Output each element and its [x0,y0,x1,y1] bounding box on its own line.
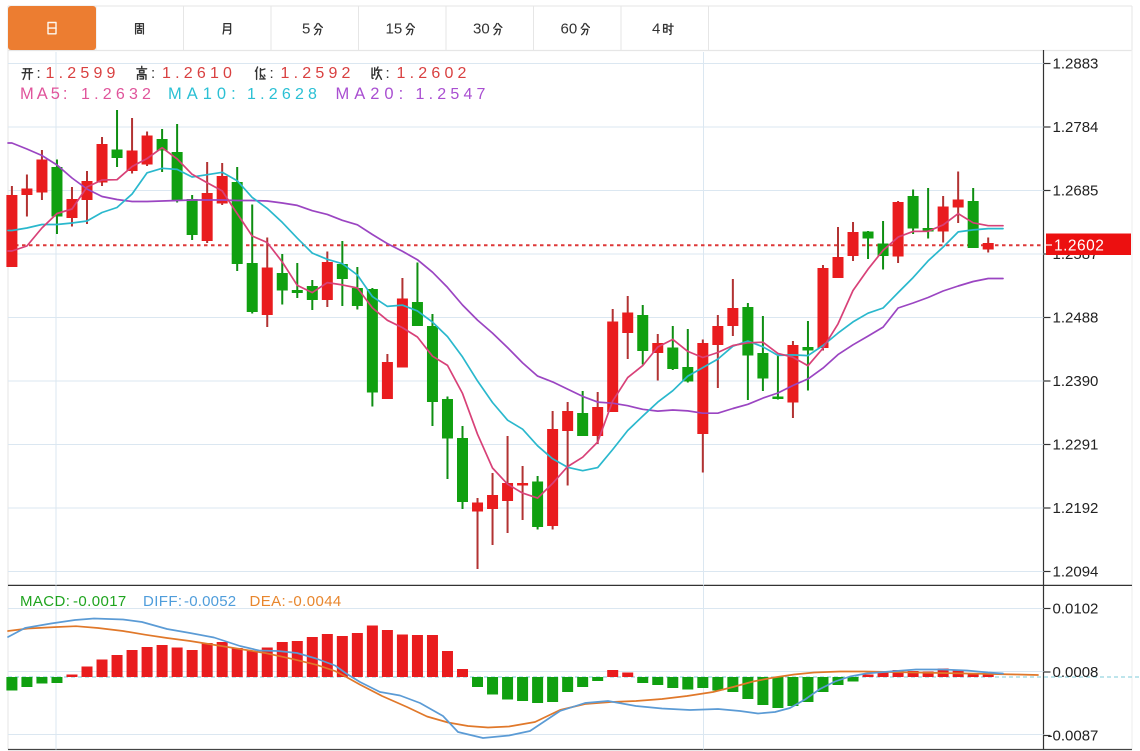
svg-text::: : [151,65,155,82]
svg-text:1.2192: 1.2192 [1053,500,1099,517]
svg-text:MACD:: MACD: [20,593,70,610]
svg-text::: : [386,65,390,82]
svg-text:MA20:: MA20: [336,85,409,103]
svg-text:1.2599: 1.2599 [46,65,120,82]
svg-text:60: 60 [561,21,578,38]
svg-text:DEA:: DEA: [250,593,287,610]
svg-text:1.2628: 1.2628 [247,86,321,103]
svg-text:1.2291: 1.2291 [1053,437,1099,454]
svg-text:1.2883: 1.2883 [1053,56,1099,73]
svg-text:MA5:: MA5: [20,85,71,103]
svg-text:-0.0052: -0.0052 [184,593,236,610]
svg-text::: : [37,65,41,82]
svg-text:1.2592: 1.2592 [281,65,355,82]
svg-text:1.2685: 1.2685 [1053,183,1099,200]
svg-text:-0.0017: -0.0017 [73,593,127,610]
svg-text:1.2632: 1.2632 [81,86,155,103]
svg-text:-0.0044: -0.0044 [288,593,342,610]
svg-text:-0.0087: -0.0087 [1048,728,1099,745]
svg-text:30: 30 [473,21,490,38]
svg-text:1.2488: 1.2488 [1053,310,1099,327]
svg-text:1.2602: 1.2602 [397,65,471,82]
svg-text:4: 4 [652,21,660,38]
svg-text:1.2784: 1.2784 [1053,119,1099,136]
svg-text:1.2390: 1.2390 [1053,373,1099,390]
svg-text:MA10:: MA10: [168,85,241,103]
svg-text:1.2094: 1.2094 [1053,564,1099,581]
svg-text:DIFF:: DIFF: [143,593,183,610]
svg-text:1.2547: 1.2547 [416,86,490,103]
svg-text:1.2602: 1.2602 [1054,238,1104,255]
svg-text:15: 15 [386,21,403,38]
svg-text:5: 5 [302,21,310,38]
svg-text::: : [270,65,274,82]
svg-text:0.0102: 0.0102 [1053,601,1099,618]
svg-text:0.0008: 0.0008 [1053,664,1099,681]
svg-text:1.2610: 1.2610 [162,65,236,82]
